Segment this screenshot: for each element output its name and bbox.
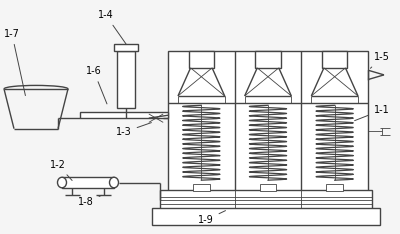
Bar: [260, 184, 276, 191]
Text: 1-4: 1-4: [98, 10, 126, 44]
Bar: [62, 177, 114, 188]
Bar: [189, 51, 214, 68]
Bar: [326, 184, 343, 191]
Bar: [322, 51, 347, 68]
Text: 1-2: 1-2: [50, 160, 72, 180]
Bar: [168, 51, 368, 192]
Bar: [114, 44, 138, 51]
Bar: [255, 51, 281, 68]
Text: 1-3: 1-3: [116, 123, 151, 137]
Bar: [152, 208, 380, 225]
Text: 1-1: 1-1: [354, 105, 390, 121]
Text: 1-6: 1-6: [86, 66, 107, 104]
Bar: [160, 190, 372, 211]
Bar: [80, 112, 168, 118]
Text: 1-5: 1-5: [370, 52, 390, 68]
Ellipse shape: [110, 177, 118, 188]
Text: 1-9: 1-9: [198, 211, 226, 225]
Text: 1-7: 1-7: [4, 29, 26, 95]
Bar: [117, 51, 135, 108]
Bar: [193, 184, 210, 191]
Text: 1-8: 1-8: [78, 195, 102, 207]
Ellipse shape: [58, 177, 66, 188]
